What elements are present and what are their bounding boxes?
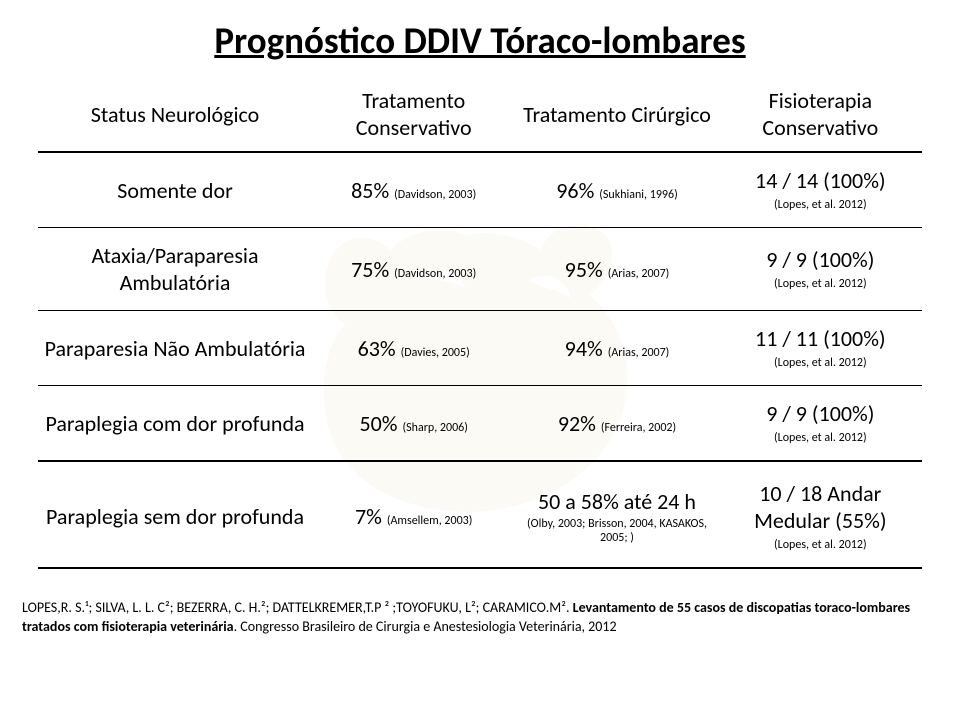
table-row: Paraparesia Não Ambulatória 63% (Davies,… — [38, 311, 922, 386]
cell-fisio: 10 / 18 Andar Medular (55%)(Lopes, et al… — [719, 461, 922, 568]
row-label: Paraparesia Não Ambulatória — [38, 311, 312, 386]
cell-fisio: 9 / 9 (100%)(Lopes, et al. 2012) — [719, 386, 922, 462]
cell-fisio: 14 / 14 (100%)(Lopes, et al. 2012) — [719, 152, 922, 228]
cell-tcir: 94% (Arias, 2007) — [515, 311, 718, 386]
col-tratamento-cirurgico: Tratamento Cirúrgico — [515, 81, 718, 152]
cell-tcir: 96% (Sukhiani, 1996) — [515, 152, 718, 228]
page-title: Prognóstico DDIV Tóraco-lombares — [38, 18, 922, 63]
row-label: Paraplegia com dor profunda — [38, 386, 312, 462]
row-label: Ataxia/Paraparesia Ambulatória — [38, 228, 312, 311]
cell-tcir: 50 a 58% até 24 h(Olby, 2003; Brisson, 2… — [515, 461, 718, 568]
cell-tcir: 95% (Arias, 2007) — [515, 228, 718, 311]
cell-tcons: 50% (Sharp, 2006) — [312, 386, 515, 462]
cell-tcons: 75% (Davidson, 2003) — [312, 228, 515, 311]
col-fisioterapia: Fisioterapia Conservativo — [719, 81, 922, 152]
table-row: Paraplegia sem dor profunda 7% (Amsellem… — [38, 461, 922, 568]
citation-tail: . Congresso Brasileiro de Cirurgia e Ane… — [234, 618, 617, 635]
table-row: Paraplegia com dor profunda 50% (Sharp, … — [38, 386, 922, 462]
table-header-row: Status Neurológico Tratamento Conservati… — [38, 81, 922, 152]
citation-authors: LOPES,R. S.¹; SILVA, L. L. C²; BEZERRA, … — [22, 599, 569, 616]
table-row: Somente dor 85% (Davidson, 2003) 96% (Su… — [38, 152, 922, 228]
cell-tcons: 85% (Davidson, 2003) — [312, 152, 515, 228]
table-row: Ataxia/Paraparesia Ambulatória 75% (Davi… — [38, 228, 922, 311]
row-label: Somente dor — [38, 152, 312, 228]
cell-tcons: 7% (Amsellem, 2003) — [312, 461, 515, 568]
col-tratamento-conservativo: Tratamento Conservativo — [312, 81, 515, 152]
cell-tcons: 63% (Davies, 2005) — [312, 311, 515, 386]
col-status: Status Neurológico — [38, 81, 312, 152]
cell-tcir: 92% (Ferreira, 2002) — [515, 386, 718, 462]
cell-fisio: 11 / 11 (100%)(Lopes, et al. 2012) — [719, 311, 922, 386]
citation-footer: LOPES,R. S.¹; SILVA, L. L. C²; BEZERRA, … — [0, 581, 960, 637]
row-label: Paraplegia sem dor profunda — [38, 461, 312, 568]
prognosis-table: Status Neurológico Tratamento Conservati… — [38, 81, 922, 569]
cell-fisio: 9 / 9 (100%)(Lopes, et al. 2012) — [719, 228, 922, 311]
